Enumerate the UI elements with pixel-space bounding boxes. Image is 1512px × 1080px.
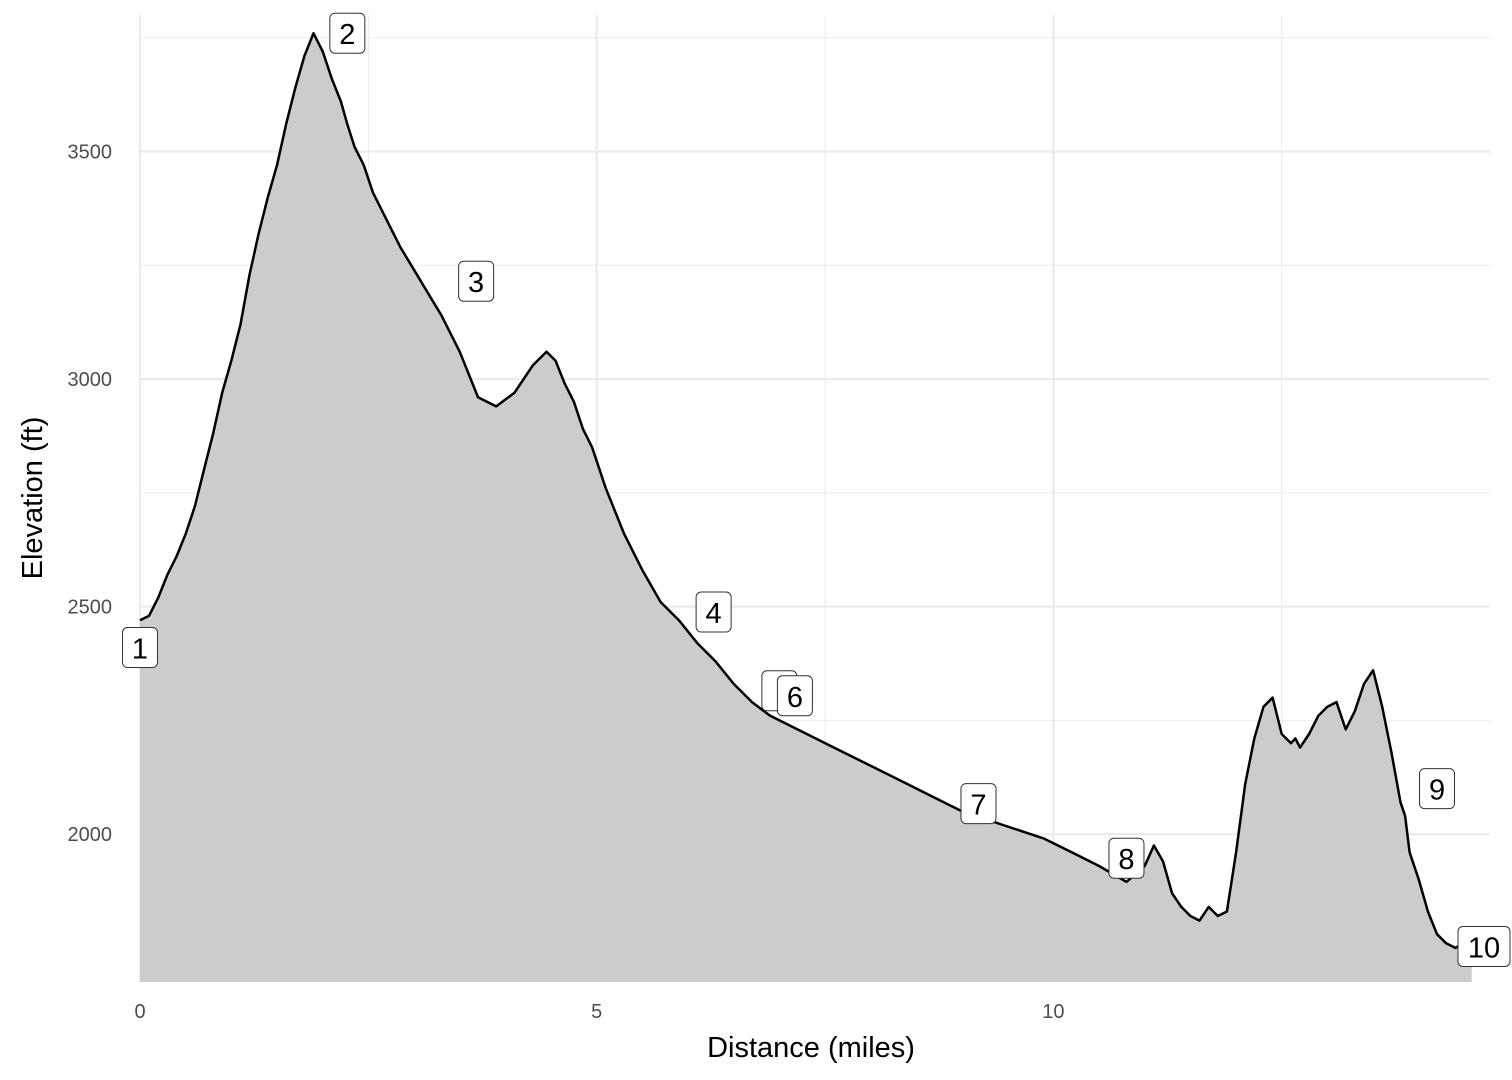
marker-box (329, 12, 366, 54)
marker-4: 4 (695, 591, 732, 633)
marker-box (1419, 768, 1456, 810)
y-tick-label: 3000 (68, 369, 113, 391)
y-tick-label: 2000 (68, 824, 113, 846)
marker-box (960, 783, 997, 825)
marker-label: 7 (970, 790, 986, 822)
marker-label: 8 (1118, 844, 1134, 876)
marker-label: 3 (468, 267, 484, 299)
marker-box (1108, 837, 1145, 879)
marker-3: 3 (458, 260, 495, 302)
marker-box (122, 627, 158, 669)
x-tick-labels: 0 5 10 (134, 1001, 1064, 1023)
marker-10: 10 (1457, 926, 1511, 968)
marker-7: 7 (960, 783, 997, 825)
y-tick-label: 2500 (68, 597, 113, 619)
marker-label: 1 (132, 634, 148, 666)
marker-box (695, 591, 732, 633)
y-tick-label: 3500 (68, 142, 113, 164)
y-axis-title: Elevation (ft) (17, 417, 49, 580)
x-tick-label: 0 (134, 1001, 145, 1023)
x-axis-title: Distance (miles) (707, 1032, 915, 1064)
marker-label: 2 (339, 19, 355, 51)
marker-8: 8 (1108, 837, 1145, 879)
y-tick-labels: 2000 2500 3000 3500 (68, 142, 113, 847)
marker-label: 6 (787, 682, 803, 714)
marker-2: 2 (329, 12, 366, 54)
marker-9: 9 (1419, 768, 1456, 810)
mile-markers: 1 2 3 4 6 7 8 9 10 (122, 12, 1511, 968)
marker-box (776, 675, 813, 717)
x-tick-label: 5 (591, 1001, 602, 1023)
marker-label: 4 (706, 598, 722, 630)
marker-label: 9 (1429, 775, 1445, 807)
x-tick-label: 10 (1042, 1001, 1064, 1023)
marker-1: 1 (122, 627, 158, 669)
marker-box (458, 260, 495, 302)
elevation-line (139, 31, 1472, 950)
elevation-area (140, 33, 1472, 982)
marker-box (1457, 926, 1511, 968)
marker-6: 6 (776, 675, 813, 717)
marker-label: 10 (1468, 933, 1500, 965)
